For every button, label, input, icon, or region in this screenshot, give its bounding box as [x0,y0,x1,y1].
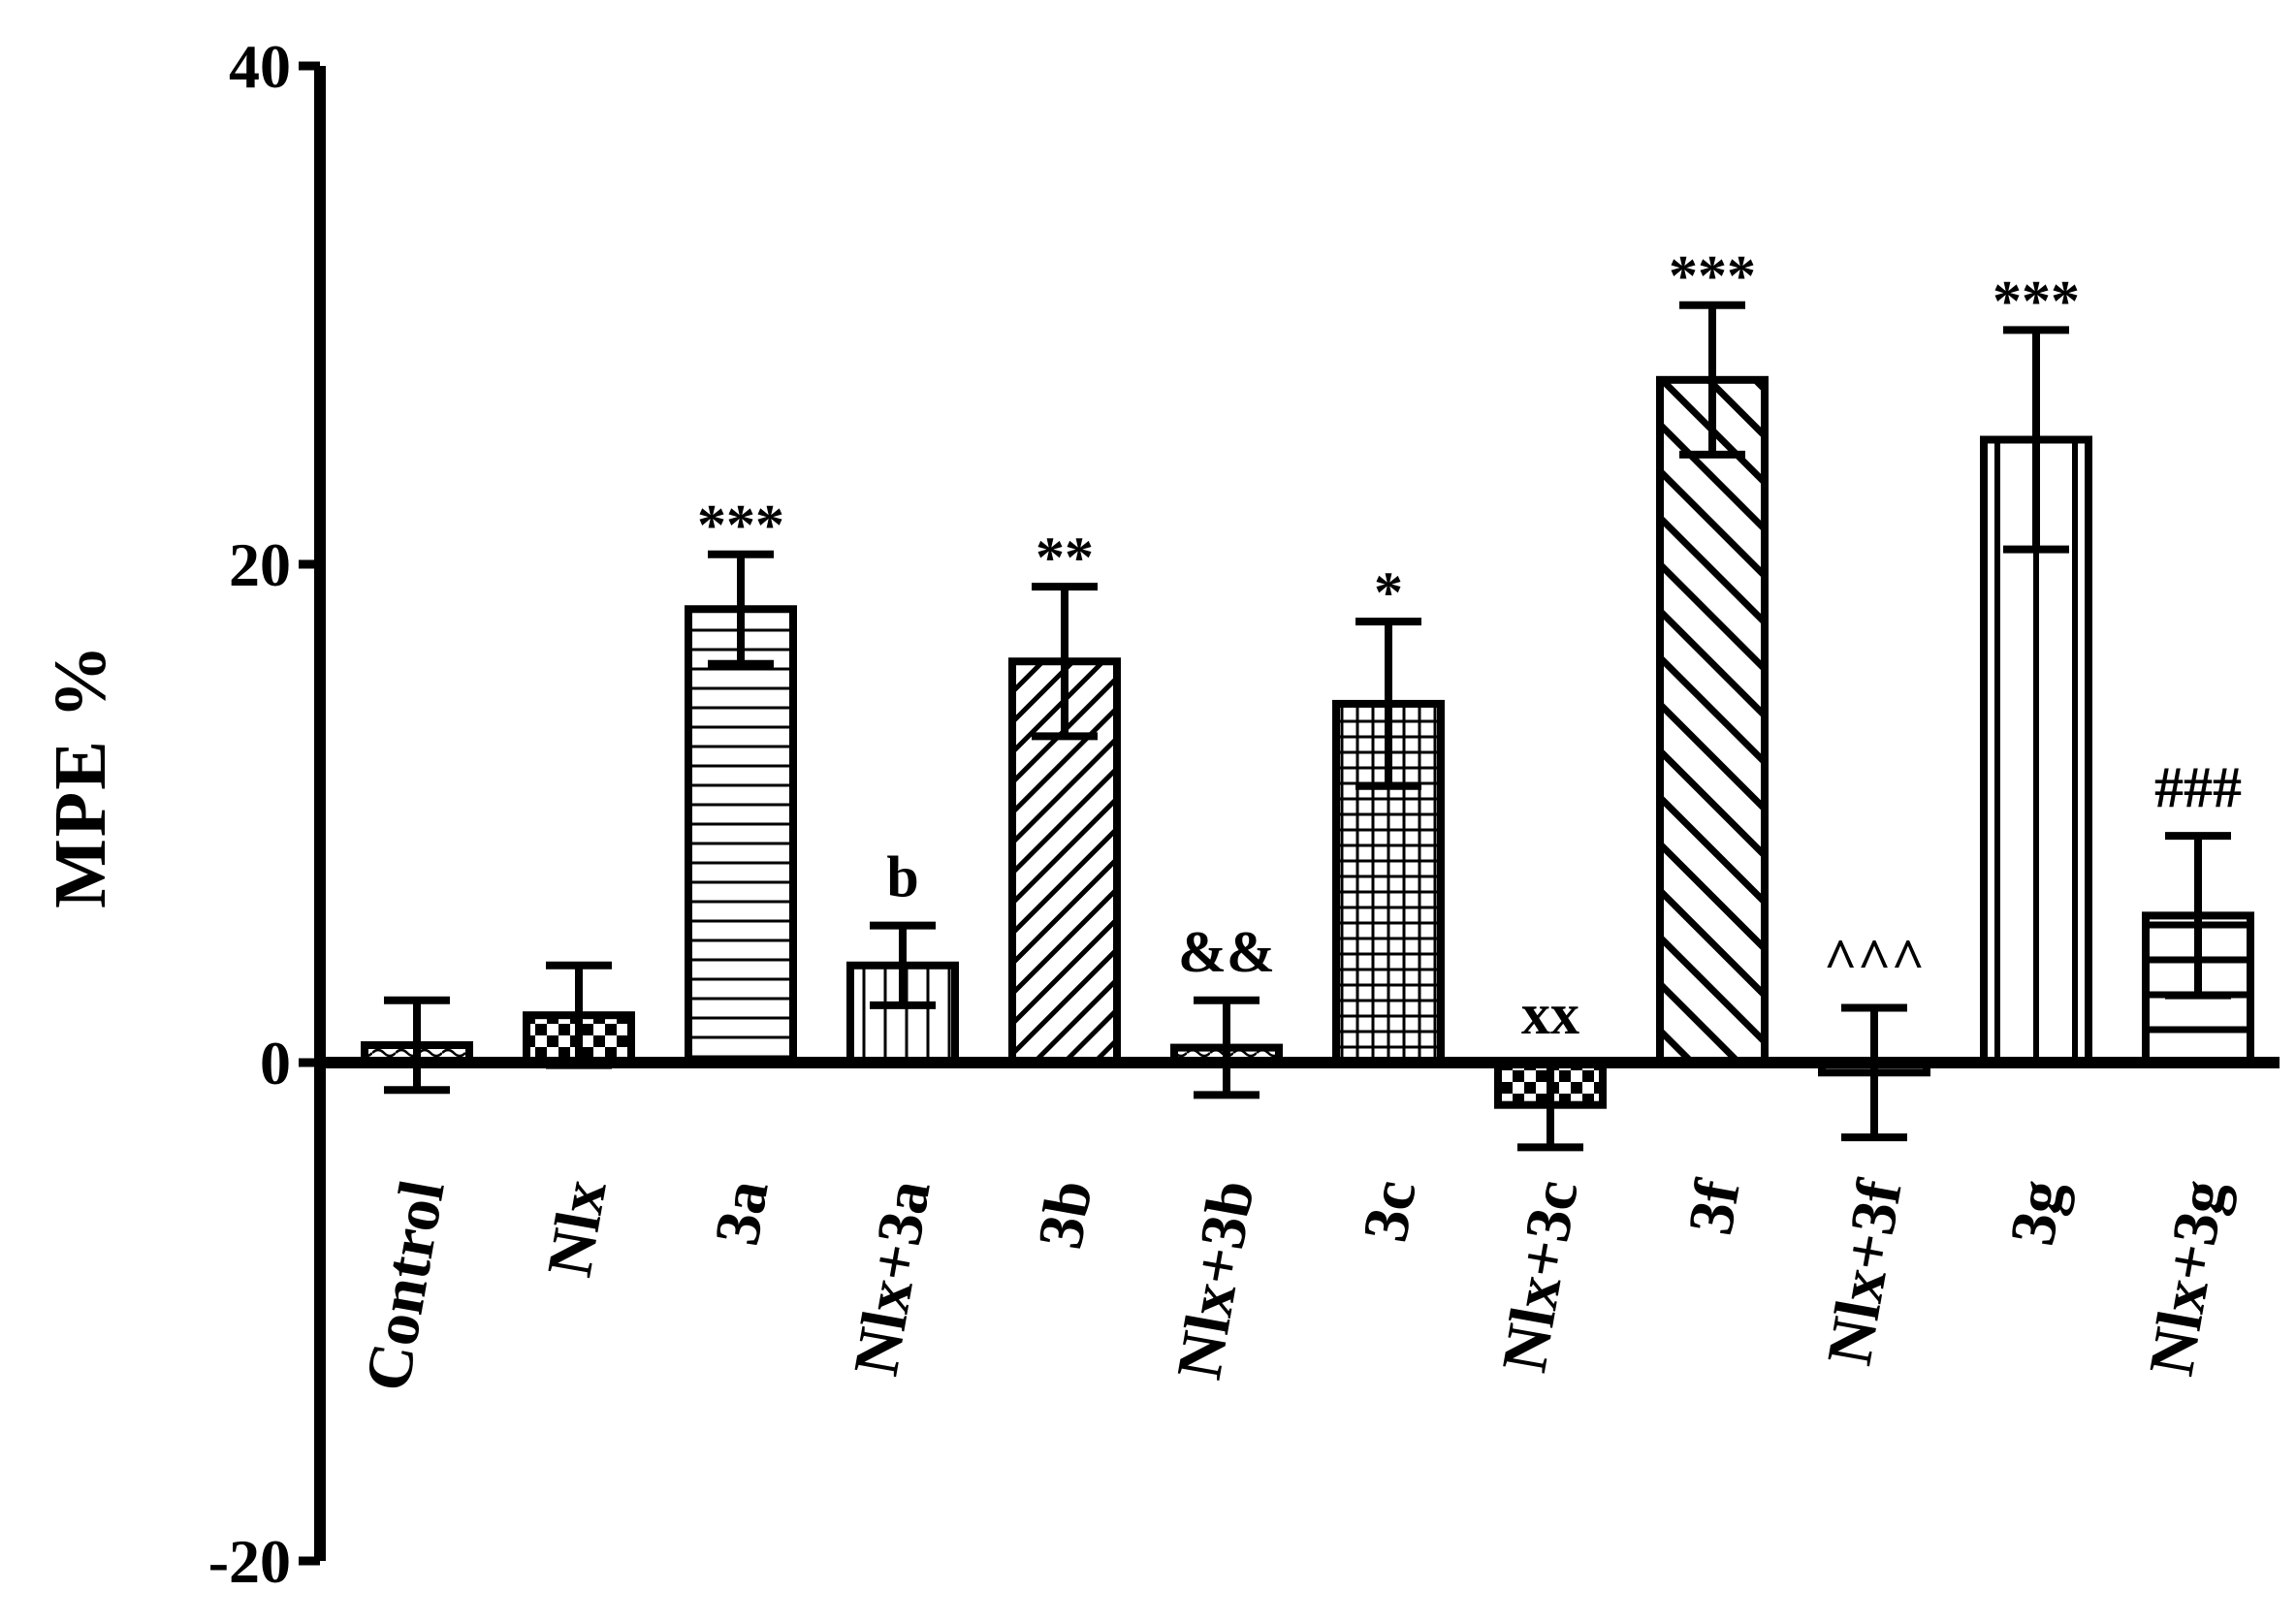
category-labels: Control Nlx 3a Nlx+3a 3b Nlx+3b 3c Nlx+3c 3f Nlx+… [352,1174,2240,1396]
x-tick-label-Nlx+3g: Nlx+3g [2136,1175,2240,1381]
x-tick-label-3c: 3c [1350,1175,1430,1247]
significance-label-Nlx+3c: xx [1521,982,1579,1046]
error-bar-3b [1032,583,1098,741]
error-bars [384,301,2231,1152]
y-tick-label-1: 0 [260,1029,291,1097]
significance-label-3b: ** [1036,525,1094,589]
y-axis: -20 0 20 40 [208,32,326,1596]
x-tick-label-Nlx+3a: Nlx+3a [841,1175,944,1381]
x-tick-label-Nlx: Nlx [534,1175,621,1282]
significance-label-Nlx+3g: ### [2154,755,2242,819]
error-bar-3a [708,550,774,668]
x-tick-label-Control: Control [352,1175,459,1396]
x-tick-label-3a: 3a [701,1175,781,1251]
error-bar-Control [384,996,450,1095]
significance-label-3g: *** [1993,269,2080,333]
x-tick-label-Nlx+3c: Nlx+3c [1488,1175,1591,1378]
x-tick-label-3b: 3b [1025,1175,1106,1254]
error-bar-3c [1355,618,1421,790]
bars [361,375,2254,1109]
error-bar-Nlx+3b [1194,996,1260,1099]
y-tick-label-0: -20 [208,1527,291,1596]
significance-label-Nlx+3b: && [1178,920,1275,984]
y-tick-label-2: 20 [229,530,291,599]
significance-label-3f: *** [1669,244,1756,308]
error-bar-Nlx+3a [870,921,936,1009]
x-tick-label-Nlx+3f: Nlx+3f [1814,1174,1916,1370]
x-tick-label-3g: 3g [1996,1175,2077,1251]
error-bar-Nlx+3c [1517,1059,1583,1152]
significance-label-3a: *** [697,493,784,557]
bar-3a [685,605,797,1066]
error-bar-3g [2003,326,2069,554]
y-tick-label-3: 40 [229,32,291,101]
bar-3f [1656,375,1769,1066]
error-bar-Nlx+3g [2165,832,2231,1000]
error-bar-Nlx [546,961,612,1069]
significance-label-3c: * [1374,560,1403,624]
error-bar-3f [1679,301,1745,459]
significance-label-Nlx+3a: b [886,845,918,909]
error-bar-Nlx+3f [1841,1003,1907,1142]
x-tick-label-3f: 3f [1674,1174,1754,1240]
x-tick-label-Nlx+3b: Nlx+3b [1164,1175,1268,1384]
significance-labels: *** b ** && * xx *** ^^^ *** ### [697,244,2242,1046]
significance-label-Nlx+3f: ^^^ [1824,927,1926,991]
y-axis-label: MPE % [40,643,121,908]
